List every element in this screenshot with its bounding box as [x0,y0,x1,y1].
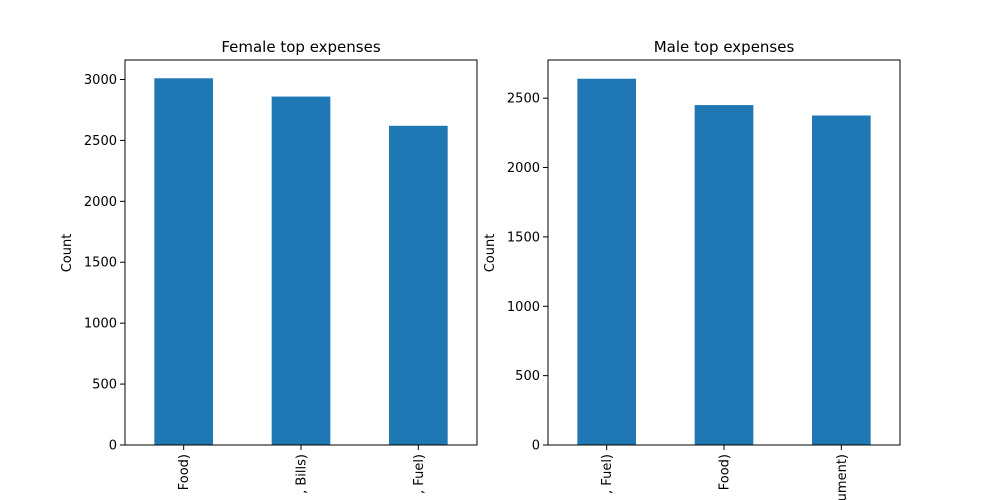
right-chart-y-axis-label: Count [483,234,498,273]
right-chart-title: Male top expenses [654,38,795,56]
right-chart-y-tick-label-1: 500 [515,369,540,384]
right-chart-x-tick-label-2: ument) [835,454,850,500]
left-chart-y-tick-label-4: 2000 [84,195,117,210]
left-chart-y-tick-label-1: 500 [92,378,117,393]
left-chart-x-tick-label-2: , Fuel) [412,454,427,494]
left-chart-plot-frame [124,59,478,446]
right-chart-bar-1 [694,105,754,445]
right-chart-bar-2 [812,115,871,445]
left-chart-y-tick-label-3: 1500 [84,256,117,271]
right-chart: Male top expenses , Fuel) Food) ument) 0 500… [483,38,901,500]
left-chart-bar-0 [154,78,213,445]
right-chart-y-tick-label-4: 2000 [507,161,540,176]
left-chart-y-tick-label-2: 1000 [84,317,117,332]
left-chart-title: Female top expenses [221,38,380,56]
right-chart-y-tick-label-0: 0 [532,439,540,454]
right-chart-bar-0 [577,78,636,445]
left-chart-y-axis-label: Count [60,234,75,273]
left-chart-x-tick-label-1: , Bills) [295,454,310,494]
left-chart-y-tick-label-5: 2500 [84,134,117,149]
left-chart-y-tick-label-0: 0 [109,439,117,454]
left-chart-marks: Food) , Bills) , Fuel) 0 500 1000 1500 2000 2500… [84,73,448,494]
right-chart-x-tick-label-0: , Fuel) [600,454,615,494]
left-chart: Female top expenses Food) , Bills) , Fuel)… [60,38,478,494]
right-chart-marks: , Fuel) Food) ument) 0 500 1000 1500 2000 2500 [507,78,871,500]
left-chart-y-tick-label-6: 3000 [84,73,117,88]
right-chart-y-tick-label-3: 1500 [507,230,540,245]
right-chart-y-tick-label-2: 1000 [507,300,540,315]
left-chart-x-tick-label-0: Food) [177,454,192,490]
right-chart-y-tick-label-5: 2500 [507,92,540,107]
left-chart-bar-2 [389,125,448,445]
left-chart-bar-1 [271,96,331,446]
right-chart-x-tick-label-1: Food) [718,454,733,490]
right-chart-plot-frame [547,59,901,446]
